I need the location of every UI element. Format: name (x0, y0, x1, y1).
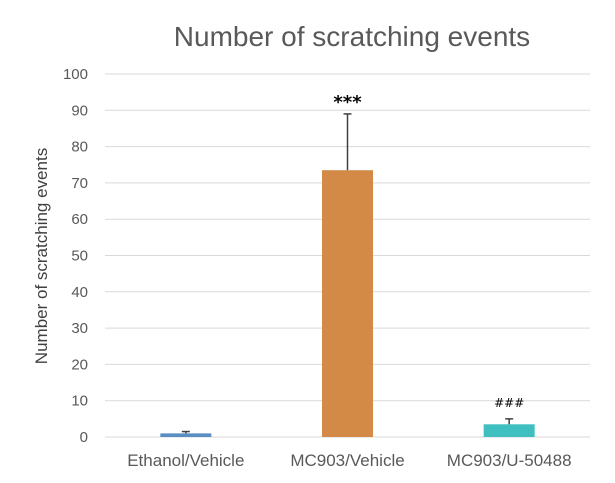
significance-label-3: ### (494, 396, 524, 410)
y-tick-label-20: 20 (71, 356, 88, 373)
y-tick-label-90: 90 (71, 102, 88, 119)
category-label-2: MC903/Vehicle (290, 451, 404, 470)
bar-1 (160, 433, 212, 437)
y-tick-label-70: 70 (71, 175, 88, 192)
y-tick-label-50: 50 (71, 248, 88, 265)
y-tick-label-30: 30 (71, 320, 88, 337)
category-label-1: Ethanol/Vehicle (127, 451, 244, 470)
y-tick-label-100: 100 (63, 66, 88, 83)
y-axis-label: Number of scratching events (32, 148, 51, 364)
y-tick-label-40: 40 (71, 284, 88, 301)
y-tick-label-10: 10 (71, 393, 88, 410)
error-bars (181, 113, 514, 434)
bars (160, 170, 535, 437)
chart-title: Number of scratching events (174, 21, 530, 52)
x-axis-categories: Ethanol/Vehicle MC903/Vehicle MC903/U-5048… (127, 451, 571, 470)
y-tick-label-0: 0 (80, 429, 88, 446)
category-label-3: MC903/U-50488 (447, 451, 572, 470)
significance-annotations: *** ### (333, 92, 524, 410)
bar-2 (322, 170, 373, 437)
significance-label-2: *** (333, 92, 362, 113)
y-tick-label-60: 60 (71, 211, 88, 228)
bar-3 (483, 424, 535, 437)
y-axis-ticks: 0 10 20 30 40 50 60 70 80 90 100 (63, 66, 88, 446)
y-tick-label-80: 80 (71, 139, 88, 156)
